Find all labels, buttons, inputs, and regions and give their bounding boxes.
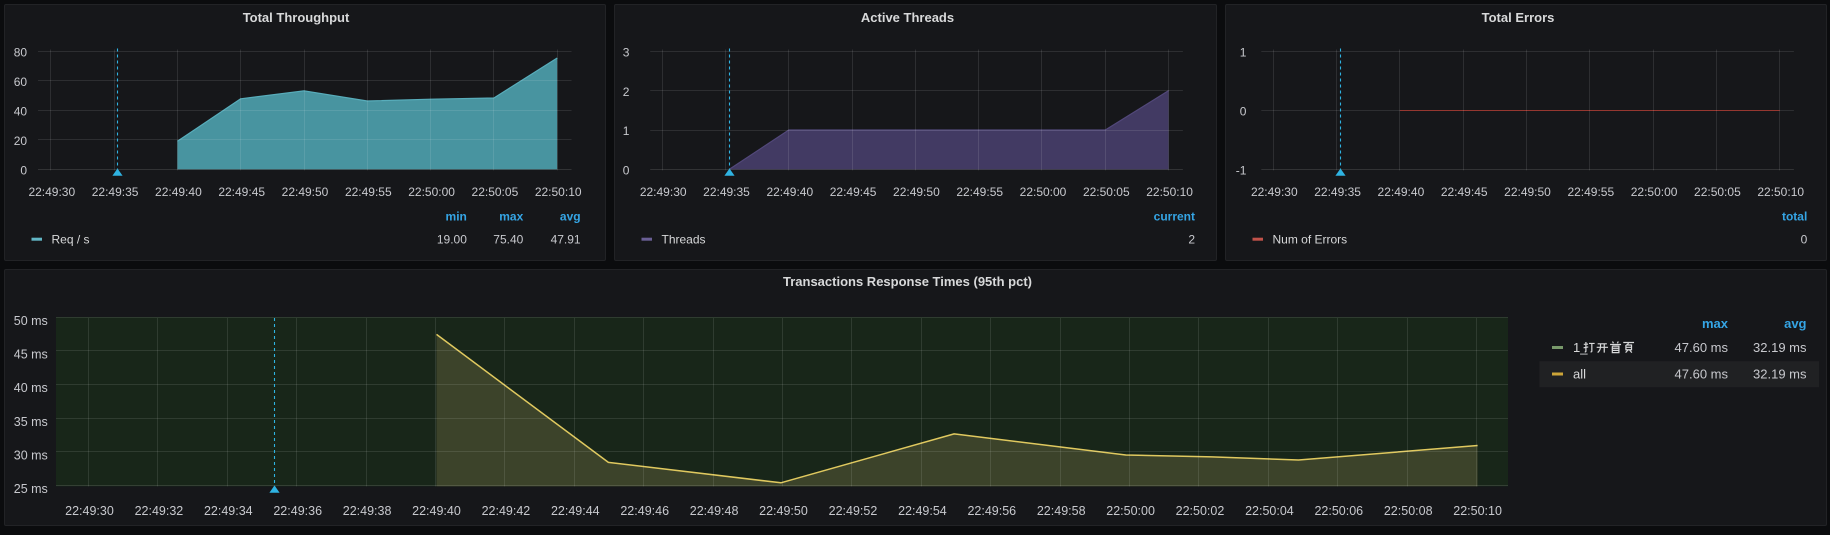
svg-text:22:49:35: 22:49:35 xyxy=(92,185,139,199)
svg-text:22:49:42: 22:49:42 xyxy=(482,504,531,518)
svg-text:22:49:55: 22:49:55 xyxy=(345,185,392,199)
svg-text:current: current xyxy=(1154,210,1195,224)
svg-text:22:50:04: 22:50:04 xyxy=(1245,504,1294,518)
svg-text:1_: 1_ xyxy=(1573,340,1588,355)
svg-text:50 ms: 50 ms xyxy=(14,314,48,328)
svg-text:all: all xyxy=(1573,366,1586,381)
svg-text:22:49:40: 22:49:40 xyxy=(766,185,813,199)
svg-text:3: 3 xyxy=(623,45,630,59)
svg-text:Num of Errors: Num of Errors xyxy=(1273,232,1348,246)
svg-text:22:49:36: 22:49:36 xyxy=(273,504,322,518)
svg-text:22:49:40: 22:49:40 xyxy=(155,185,202,199)
svg-text:22:50:06: 22:50:06 xyxy=(1314,504,1363,518)
svg-text:32.19 ms: 32.19 ms xyxy=(1753,340,1807,355)
svg-text:22:49:50: 22:49:50 xyxy=(893,185,940,199)
svg-text:22:49:40: 22:49:40 xyxy=(412,504,461,518)
svg-text:25 ms: 25 ms xyxy=(14,482,48,496)
svg-text:22:50:00: 22:50:00 xyxy=(1020,185,1067,199)
svg-text:22:50:00: 22:50:00 xyxy=(408,185,455,199)
svg-text:2: 2 xyxy=(1188,232,1195,246)
svg-text:22:50:00: 22:50:00 xyxy=(1631,185,1678,199)
svg-text:22:49:30: 22:49:30 xyxy=(65,504,114,518)
svg-text:30 ms: 30 ms xyxy=(14,449,48,463)
svg-text:22:49:30: 22:49:30 xyxy=(28,185,75,199)
svg-text:20: 20 xyxy=(14,134,28,148)
svg-text:22:50:10: 22:50:10 xyxy=(1146,185,1193,199)
svg-text:avg: avg xyxy=(560,210,581,224)
svg-text:0: 0 xyxy=(1801,232,1808,246)
svg-text:47.60 ms: 47.60 ms xyxy=(1675,366,1729,381)
svg-text:22:49:38: 22:49:38 xyxy=(343,504,392,518)
svg-text:22:49:50: 22:49:50 xyxy=(1504,185,1551,199)
svg-text:22:49:48: 22:49:48 xyxy=(690,504,739,518)
svg-text:0: 0 xyxy=(623,164,630,178)
svg-text:22:50:10: 22:50:10 xyxy=(1757,185,1804,199)
svg-text:22:50:10: 22:50:10 xyxy=(535,185,582,199)
svg-text:22:49:56: 22:49:56 xyxy=(967,504,1016,518)
svg-text:22:50:05: 22:50:05 xyxy=(1694,185,1741,199)
svg-text:47.60 ms: 47.60 ms xyxy=(1675,340,1729,355)
svg-text:1: 1 xyxy=(1240,45,1247,59)
svg-text:min: min xyxy=(446,210,467,224)
svg-text:40: 40 xyxy=(14,105,28,119)
svg-text:22:49:55: 22:49:55 xyxy=(956,185,1003,199)
svg-text:40 ms: 40 ms xyxy=(14,381,48,395)
svg-text:45 ms: 45 ms xyxy=(14,348,48,362)
svg-text:0: 0 xyxy=(20,164,27,178)
svg-text:22:50:08: 22:50:08 xyxy=(1384,504,1433,518)
svg-text:22:49:50: 22:49:50 xyxy=(759,504,808,518)
svg-text:22:49:35: 22:49:35 xyxy=(1314,185,1361,199)
svg-text:80: 80 xyxy=(14,45,28,59)
svg-text:22:49:45: 22:49:45 xyxy=(830,185,877,199)
svg-text:22:49:58: 22:49:58 xyxy=(1037,504,1086,518)
svg-text:22:49:44: 22:49:44 xyxy=(551,504,600,518)
svg-text:22:49:55: 22:49:55 xyxy=(1567,185,1614,199)
svg-text:max: max xyxy=(1702,316,1729,331)
svg-text:75.40: 75.40 xyxy=(493,232,523,246)
svg-text:Threads: Threads xyxy=(662,232,706,246)
svg-text:32.19 ms: 32.19 ms xyxy=(1753,366,1807,381)
svg-text:-1: -1 xyxy=(1236,164,1247,178)
svg-text:avg: avg xyxy=(1784,316,1806,331)
svg-text:max: max xyxy=(499,210,523,224)
svg-text:22:49:40: 22:49:40 xyxy=(1378,185,1425,199)
svg-text:22:49:35: 22:49:35 xyxy=(703,185,750,199)
svg-text:47.91: 47.91 xyxy=(551,232,581,246)
svg-text:22:50:05: 22:50:05 xyxy=(1083,185,1130,199)
svg-text:19.00: 19.00 xyxy=(437,232,467,246)
svg-text:22:49:32: 22:49:32 xyxy=(135,504,184,518)
svg-text:22:49:30: 22:49:30 xyxy=(1251,185,1298,199)
svg-text:2: 2 xyxy=(623,85,630,99)
svg-text:0: 0 xyxy=(1240,105,1247,119)
svg-text:22:50:02: 22:50:02 xyxy=(1176,504,1225,518)
svg-text:Req / s: Req / s xyxy=(52,232,90,246)
svg-text:60: 60 xyxy=(14,75,28,89)
svg-text:22:50:00: 22:50:00 xyxy=(1106,504,1155,518)
svg-text:22:49:45: 22:49:45 xyxy=(1441,185,1488,199)
svg-text:total: total xyxy=(1782,210,1807,224)
svg-text:22:49:52: 22:49:52 xyxy=(829,504,878,518)
svg-text:22:49:50: 22:49:50 xyxy=(282,185,329,199)
svg-text:22:49:34: 22:49:34 xyxy=(204,504,253,518)
svg-text:22:50:10: 22:50:10 xyxy=(1453,504,1502,518)
svg-text:1: 1 xyxy=(623,124,630,138)
svg-text:22:49:45: 22:49:45 xyxy=(218,185,265,199)
svg-text:22:49:46: 22:49:46 xyxy=(620,504,669,518)
svg-text:22:50:05: 22:50:05 xyxy=(472,185,519,199)
svg-text:22:49:30: 22:49:30 xyxy=(640,185,687,199)
svg-text:35 ms: 35 ms xyxy=(14,415,48,429)
svg-text:22:49:54: 22:49:54 xyxy=(898,504,947,518)
